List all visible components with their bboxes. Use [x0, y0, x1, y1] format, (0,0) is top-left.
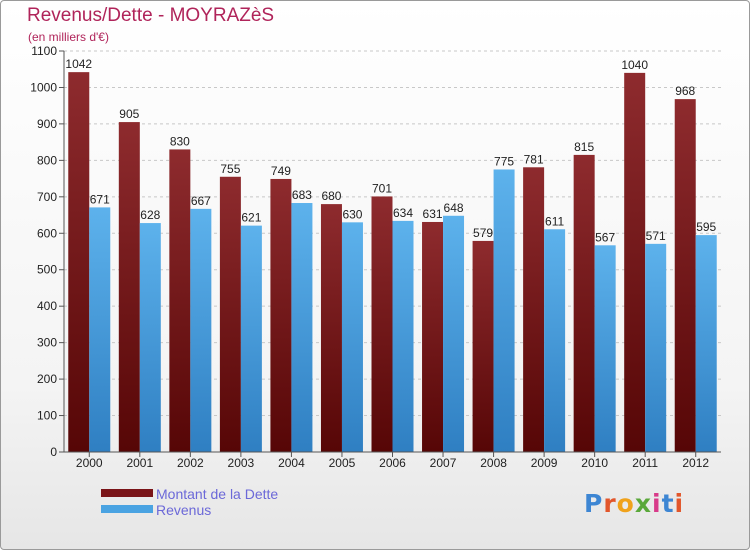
bar-dette	[371, 196, 393, 452]
bar-dette	[320, 204, 342, 452]
y-tick-label: 100	[37, 409, 57, 423]
bar-dette	[624, 72, 646, 452]
chart-title: Revenus/Dette - MOYRAZèS	[27, 5, 275, 26]
value-label-revenus: 571	[646, 229, 666, 243]
bar-dette	[270, 178, 292, 453]
y-tick-label: 800	[37, 153, 57, 167]
value-label-dette: 701	[372, 181, 392, 195]
bar-dette	[68, 72, 90, 452]
bar-dette	[219, 176, 241, 452]
x-tick-label: 2004	[278, 456, 305, 470]
logo-letter: o	[616, 489, 635, 518]
value-label-dette: 830	[170, 134, 190, 148]
value-label-dette: 781	[524, 152, 544, 166]
bar-dette	[118, 122, 140, 452]
x-tick-label: 2003	[228, 456, 255, 470]
bar-revenus	[89, 207, 111, 452]
value-label-dette: 815	[574, 140, 594, 154]
value-label-dette: 631	[423, 207, 443, 221]
logo-letter: x	[634, 489, 652, 518]
x-tick-label: 2006	[379, 456, 406, 470]
x-tick-label: 2009	[531, 456, 558, 470]
value-label-dette: 579	[473, 226, 493, 240]
logo-letter: i	[652, 489, 662, 518]
value-label-dette: 680	[321, 189, 341, 203]
proxiti-logo: Proxiti	[584, 489, 684, 518]
logo-letter: r	[603, 489, 617, 518]
bar-dette	[472, 240, 494, 452]
bar-revenus	[392, 220, 414, 452]
bar-dette	[573, 154, 595, 453]
y-tick-label: 300	[37, 336, 57, 350]
bar-dette	[169, 149, 191, 452]
bar-dette	[422, 221, 444, 452]
labels-group: 0 100 200 300 400 500 600 700 800 900 1000 1100 1042…	[30, 44, 716, 470]
bar-dette	[523, 167, 545, 453]
x-tick-label: 2007	[430, 456, 457, 470]
bar-revenus	[645, 243, 667, 452]
bar-revenus	[190, 208, 212, 452]
y-tick-label: 200	[37, 372, 57, 386]
bar-revenus	[240, 225, 262, 452]
legend-label-debt: Montant de la Dette	[156, 486, 279, 502]
value-label-revenus: 611	[545, 214, 564, 228]
chart-subtitle: (en milliers d'€)	[28, 30, 109, 44]
legend-label-revenus: Revenus	[156, 502, 212, 518]
axes-group	[59, 50, 721, 457]
value-label-dette: 905	[119, 107, 139, 121]
x-tick-label: 2010	[581, 456, 608, 470]
y-tick-label: 500	[37, 263, 57, 277]
value-label-revenus: 630	[342, 207, 362, 221]
value-label-dette: 968	[675, 84, 695, 98]
value-label-dette: 1040	[621, 58, 648, 72]
logo-letter: i	[674, 489, 685, 518]
x-tick-label: 2001	[126, 456, 153, 470]
bar-revenus	[291, 203, 313, 452]
bar-revenus	[493, 169, 515, 452]
y-tick-label: 1100	[31, 44, 57, 58]
bar-dette	[674, 99, 696, 453]
x-tick-label: 2000	[76, 456, 103, 470]
legend-swatch-revenus	[101, 505, 153, 513]
bar-revenus	[341, 222, 363, 452]
x-tick-label: 2012	[682, 456, 709, 470]
y-tick-label: 0	[50, 445, 57, 459]
y-tick-label: 600	[37, 226, 57, 240]
value-label-revenus: 775	[494, 154, 514, 168]
bar-revenus	[443, 215, 465, 452]
value-label-dette: 1042	[65, 57, 92, 71]
y-tick-label: 900	[37, 117, 57, 131]
value-label-revenus: 648	[444, 201, 464, 215]
y-tick-label: 400	[37, 299, 57, 313]
bar-revenus	[594, 245, 616, 452]
y-tick-label: 700	[37, 190, 57, 204]
value-label-revenus: 628	[140, 208, 160, 222]
legend-swatch-debt	[101, 489, 153, 497]
value-label-revenus: 671	[90, 192, 110, 206]
value-label-revenus: 667	[191, 194, 211, 208]
x-tick-label: 2002	[177, 456, 204, 470]
bar-revenus	[139, 223, 161, 452]
value-label-revenus: 634	[393, 206, 413, 220]
value-label-revenus: 595	[696, 220, 716, 234]
x-tick-label: 2008	[480, 456, 507, 470]
value-label-dette: 749	[271, 164, 291, 178]
value-label-revenus: 567	[595, 230, 615, 244]
y-tick-label: 1000	[30, 80, 57, 94]
bars-group	[68, 72, 717, 453]
bar-revenus	[695, 235, 717, 452]
logo-letter: P	[584, 489, 604, 518]
x-tick-label: 2005	[329, 456, 356, 470]
x-tick-label: 2011	[632, 456, 658, 470]
logo-letter: t	[661, 489, 675, 518]
value-label-revenus: 621	[241, 211, 261, 225]
value-label-revenus: 683	[292, 188, 312, 202]
value-label-dette: 755	[220, 162, 240, 176]
bar-revenus	[544, 229, 566, 452]
